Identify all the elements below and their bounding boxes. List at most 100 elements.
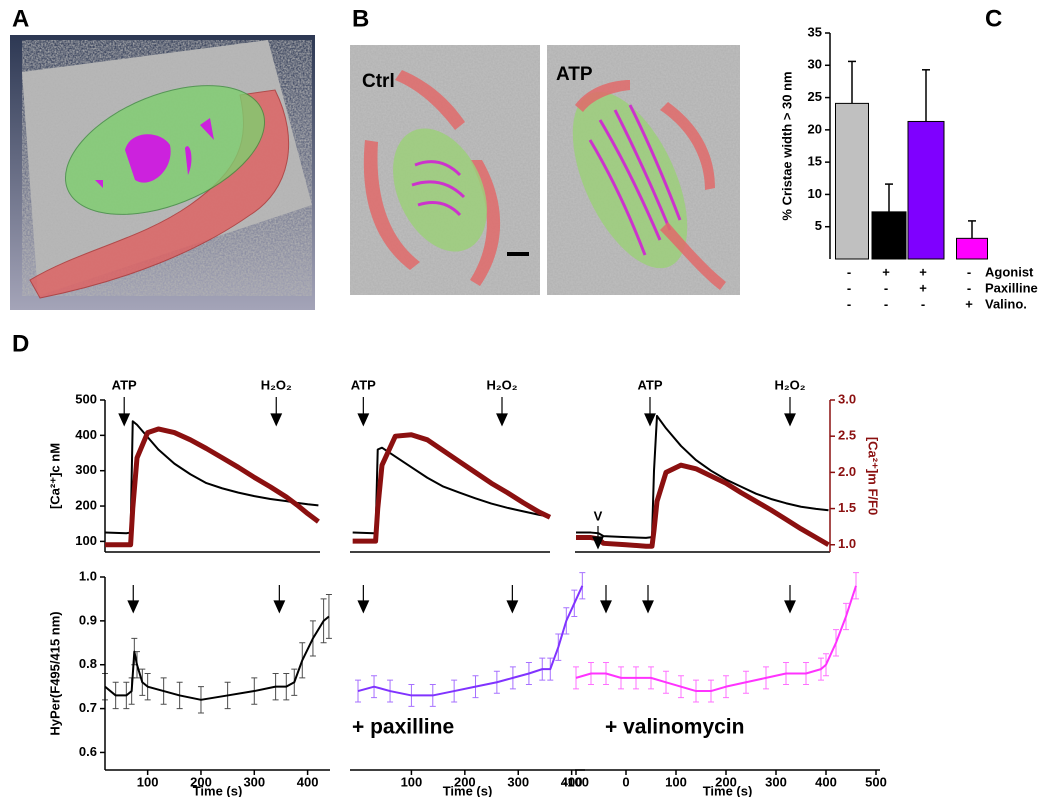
arrow	[642, 585, 654, 614]
condition-sign: -	[847, 296, 851, 311]
panel-label: A	[12, 5, 29, 32]
y2-tick-label: 3.0	[838, 391, 856, 406]
condition-sign: -	[884, 296, 888, 311]
error-bar	[355, 679, 362, 703]
condition-label: Agonist	[985, 264, 1034, 279]
y-tick-label: 0.6	[79, 744, 97, 759]
y-axis-label: HyPer(F495/415 nm)	[47, 611, 62, 735]
condition-sign: -	[847, 264, 851, 279]
x-tick-label: 200	[190, 774, 212, 789]
x-tick-label: 300	[507, 774, 529, 789]
annotation-arrow	[270, 397, 283, 427]
annotation-arrow	[357, 397, 370, 427]
y-tick-label: 200	[75, 497, 97, 512]
annotation-arrow	[784, 397, 796, 427]
condition-sign: -	[967, 280, 971, 295]
y-tick-label: 35	[808, 24, 822, 39]
annotation-text: H₂O₂	[774, 377, 805, 392]
condition-sign: +	[882, 264, 890, 279]
x-tick-label: 100	[137, 774, 159, 789]
condition-sign: -	[884, 280, 888, 295]
x-tick-label: 100	[665, 774, 687, 789]
data-line	[576, 414, 829, 539]
bar	[956, 237, 988, 260]
y-tick-label: 15	[808, 154, 822, 169]
panel-b-images	[350, 45, 740, 295]
x-tick-label: 500	[865, 774, 887, 789]
error-bar	[325, 594, 332, 639]
data-line	[105, 426, 320, 548]
condition-note: + paxilline	[352, 716, 454, 739]
arrow	[273, 585, 286, 614]
y-tick-label: 10	[808, 186, 822, 201]
x-axis-label: Time (s)	[703, 783, 753, 797]
condition-sign: -	[921, 296, 925, 311]
annotation-text: ATP	[351, 377, 376, 392]
y-tick-label: 30	[808, 57, 822, 72]
y2-tick-label: 1.5	[838, 500, 856, 515]
x-tick-label: 400	[815, 774, 837, 789]
condition-sign: -	[967, 264, 971, 279]
x-tick-label: 0	[622, 774, 629, 789]
panel-label: D	[12, 330, 29, 357]
condition-sign: +	[965, 296, 973, 311]
condition-label: Paxilline	[985, 280, 1038, 295]
x-tick-label: 300	[243, 774, 265, 789]
y-tick-label: 25	[808, 89, 822, 104]
annotation-arrow	[592, 526, 604, 550]
condition-note: + valinomycin	[605, 716, 744, 739]
condition-sign: -	[847, 280, 851, 295]
annotation-text: V	[594, 508, 603, 523]
x-axis-label: Time (s)	[443, 783, 493, 797]
x-tick-label: 200	[715, 774, 737, 789]
y-tick-label: 500	[75, 391, 97, 406]
y-tick-label: 400	[75, 427, 97, 442]
error-bar	[102, 673, 108, 701]
y-tick-label: 0.8	[79, 656, 97, 671]
data-line	[104, 615, 330, 701]
y-tick-label: 1.0	[79, 568, 97, 583]
annotation-text: H₂O₂	[486, 377, 517, 392]
arrow	[357, 585, 370, 614]
y2-tick-label: 2.0	[838, 464, 856, 479]
data-line	[357, 585, 584, 697]
condition-sign: +	[919, 264, 927, 279]
bar	[835, 102, 869, 260]
arrow	[506, 585, 519, 614]
data-line	[575, 585, 857, 693]
data-line	[576, 462, 830, 549]
annotation-arrow	[496, 397, 508, 427]
x-axis-label: Time (s)	[193, 783, 243, 797]
condition-sign: +	[919, 280, 927, 295]
y-axis-label: % Cristae width > 30 nm	[779, 71, 794, 220]
annotation-arrow	[644, 397, 656, 427]
x-tick-label: -100	[563, 774, 589, 789]
y2-tick-label: 2.5	[838, 428, 856, 443]
bar	[907, 120, 945, 260]
x-tick-label: 400	[297, 774, 319, 789]
arrow	[600, 585, 612, 614]
y2-axis-label: [Ca²⁺]m F/F0	[866, 437, 881, 515]
bar	[871, 211, 907, 260]
panel-a-image	[10, 35, 315, 310]
y-tick-label: 20	[808, 121, 822, 136]
image-label: ATP	[556, 64, 593, 85]
y-tick-label: 300	[75, 462, 97, 477]
annotation-text: ATP	[112, 377, 137, 392]
y2-tick-label: 1.0	[838, 536, 856, 551]
image-label: Ctrl	[362, 71, 395, 92]
x-tick-label: 300	[765, 774, 787, 789]
y-tick-label: 0.7	[79, 700, 97, 715]
x-tick-label: 400	[561, 774, 583, 789]
data-line	[352, 432, 552, 544]
annotation-arrow	[118, 397, 131, 427]
arrow	[127, 585, 140, 614]
y-tick-label: 0.9	[79, 612, 97, 627]
y-tick-label: 5	[815, 218, 822, 233]
y-axis-label: [Ca²⁺]c nM	[47, 443, 62, 509]
panel-label: B	[352, 5, 369, 32]
x-tick-label: 100	[401, 774, 423, 789]
annotation-text: H₂O₂	[261, 377, 292, 392]
y-tick-label: 100	[75, 533, 97, 548]
